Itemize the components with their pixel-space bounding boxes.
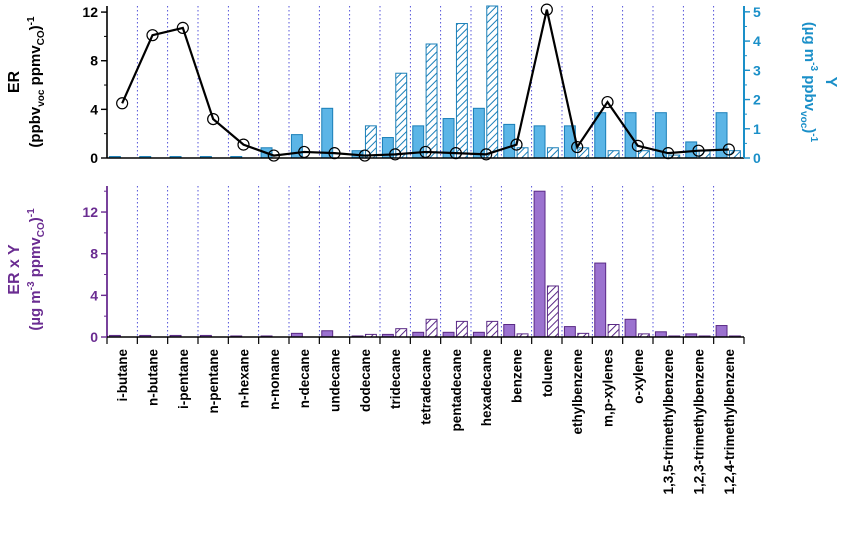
category-label-n-butane: n-butane bbox=[146, 349, 161, 406]
y-tick-label: 4 bbox=[90, 287, 98, 303]
er-point-n-pentane bbox=[207, 112, 220, 126]
category-label-1,2,3-trimethylbenzene: 1,2,3-trimethylbenzene bbox=[692, 349, 707, 495]
y-bar-hatched-hexadecane bbox=[486, 5, 499, 159]
er-point-1,2,3-trimethylbenzene bbox=[692, 144, 705, 157]
erxy-bar-solid-ethylbenzene bbox=[563, 326, 576, 338]
y-bar-hatched-pentadecane bbox=[455, 23, 468, 159]
erxy-bar-hatched-tetradecane bbox=[425, 318, 438, 338]
category-label-1,3,5-trimethylbenzene: 1,3,5-trimethylbenzene bbox=[661, 349, 676, 495]
bottom-left-axis-title: ER x Y(µg m-3​ ppmvCO​)-1​ bbox=[6, 208, 47, 331]
y-tick-label: 4 bbox=[90, 101, 98, 117]
y-tick-label: 2 bbox=[753, 92, 761, 108]
y-tick-label: 4 bbox=[753, 33, 761, 49]
er-point-ethylbenzene bbox=[571, 140, 584, 154]
y-tick-label: 3 bbox=[753, 62, 761, 78]
y-tick-label: 0 bbox=[753, 150, 761, 166]
er-point-n-butane bbox=[146, 29, 159, 42]
erxy-bar-hatched-hexadecane bbox=[486, 320, 499, 338]
erxy-bar-hatched-toluene bbox=[546, 285, 559, 338]
y-bar-solid-toluene bbox=[533, 125, 546, 159]
category-label-1,2,4-trimethylbenzene: 1,2,4-trimethylbenzene bbox=[722, 349, 737, 495]
er-point-hexadecane bbox=[480, 148, 493, 161]
category-label-hexadecane: hexadecane bbox=[479, 349, 494, 427]
bottom-left-axis-title-unit: (µg m-3​ ppmvCO​)-1​ bbox=[26, 208, 47, 331]
er-point-n-hexane bbox=[237, 138, 250, 151]
er-point-toluene bbox=[540, 3, 553, 16]
er-line bbox=[121, 9, 729, 157]
erxy-bar-solid-m,p-xylenes bbox=[594, 262, 607, 338]
y-tick-label: 12 bbox=[82, 204, 98, 220]
y-bar-hatched-o-xylene bbox=[637, 150, 650, 159]
y-tick-label: 0 bbox=[90, 329, 98, 345]
top-panel-er-line bbox=[116, 3, 735, 162]
category-label-n-nonane: n-nonane bbox=[267, 349, 282, 410]
y-tick-label: 12 bbox=[82, 4, 98, 20]
category-label-n-decane: n-decane bbox=[297, 349, 312, 409]
er-point-dodecane bbox=[358, 149, 371, 162]
axis-titles: ER(ppbvvoc​ ppmvCO​)-1​ER x Y(µg m-3​ pp… bbox=[6, 16, 839, 331]
category-label-n-pentane: n-pentane bbox=[206, 349, 221, 414]
er-point-1,2,4-trimethylbenzene bbox=[722, 143, 735, 156]
top-left-axis-title-unit: (ppbvvoc​ ppmvCO​)-1​ bbox=[26, 16, 47, 148]
bottom-left-axis-title-main: ER x Y bbox=[6, 244, 23, 295]
category-labels: i-butane n-butane i-pentane n-pentane n-hexa… bbox=[115, 349, 737, 495]
bottom-panel-bars bbox=[108, 190, 741, 338]
y-bar-solid-1,2,4-trimethylbenzene bbox=[715, 112, 728, 159]
category-label-n-hexane: n-hexane bbox=[237, 349, 252, 409]
top-left-axis-title-main: ER bbox=[6, 70, 23, 93]
erxy-bar-solid-benzene bbox=[503, 324, 516, 338]
y-bar-solid-undecane bbox=[321, 107, 334, 159]
erxy-bar-solid-1,2,4-trimethylbenzene bbox=[715, 325, 728, 338]
category-label-m,p-xylenes: m,p-xylenes bbox=[601, 349, 616, 427]
y-tick-label: 8 bbox=[90, 53, 98, 69]
top-right-axis-title-main: Y bbox=[822, 77, 839, 88]
erxy-bar-hatched-m,p-xylenes bbox=[607, 324, 620, 338]
er-point-tridecane bbox=[389, 148, 402, 161]
category-label-i-pentane: i-pentane bbox=[176, 349, 191, 409]
category-label-toluene: toluene bbox=[540, 349, 555, 397]
erxy-bar-solid-undecane bbox=[321, 330, 334, 338]
y-tick-label: 0 bbox=[90, 150, 98, 166]
y-bar-hatched-tridecane bbox=[395, 72, 408, 159]
y-tick-label: 8 bbox=[90, 246, 98, 262]
er-point-i-butane bbox=[116, 97, 129, 110]
y-bar-hatched-toluene bbox=[546, 147, 559, 159]
y-bar-hatched-ethylbenzene bbox=[577, 147, 590, 159]
y-bar-hatched-1,2,3-trimethylbenzene bbox=[698, 150, 711, 159]
erxy-bar-hatched-tridecane bbox=[395, 328, 408, 338]
category-label-tetradecane: tetradecane bbox=[419, 349, 434, 425]
y-bar-hatched-dodecane bbox=[364, 125, 377, 159]
category-label-i-butane: i-butane bbox=[115, 349, 130, 402]
er-point-o-xylene bbox=[631, 139, 644, 152]
category-label-benzene: benzene bbox=[510, 349, 525, 404]
er-point-i-pentane bbox=[176, 21, 189, 34]
category-label-tridecane: tridecane bbox=[388, 349, 403, 410]
top-panel-bars bbox=[108, 5, 741, 159]
category-label-undecane: undecane bbox=[328, 349, 343, 413]
erxy-bar-solid-toluene bbox=[533, 190, 546, 338]
y-tick-label: 1 bbox=[753, 121, 761, 137]
top-right-axis-title-unit: (µg m-3​ ppbvvoc​)-1​ bbox=[798, 22, 819, 143]
category-label-dodecane: dodecane bbox=[358, 349, 373, 413]
y-tick-label: 5 bbox=[753, 4, 761, 20]
bottom-panel-gridlines bbox=[136, 186, 715, 337]
y-bar-solid-n-decane bbox=[290, 134, 303, 159]
top-right-axis-title: Y(µg m-3​ ppbvvoc​)-1​ bbox=[798, 22, 839, 143]
category-label-ethylbenzene: ethylbenzene bbox=[570, 349, 585, 435]
category-label-o-xylene: o-xylene bbox=[631, 349, 646, 404]
er-point-n-nonane bbox=[267, 149, 280, 162]
erxy-bar-solid-o-xylene bbox=[624, 318, 637, 338]
top-left-axis-title: ER(ppbvvoc​ ppmvCO​)-1​ bbox=[6, 16, 47, 148]
category-label-pentadecane: pentadecane bbox=[449, 349, 464, 432]
er-point-benzene bbox=[510, 138, 523, 151]
erxy-bar-hatched-pentadecane bbox=[455, 320, 468, 338]
y-bar-solid-benzene bbox=[503, 123, 516, 159]
y-bar-hatched-m,p-xylenes bbox=[607, 150, 620, 159]
y-bar-hatched-tetradecane bbox=[425, 43, 438, 159]
er-point-m,p-xylenes bbox=[601, 95, 614, 109]
